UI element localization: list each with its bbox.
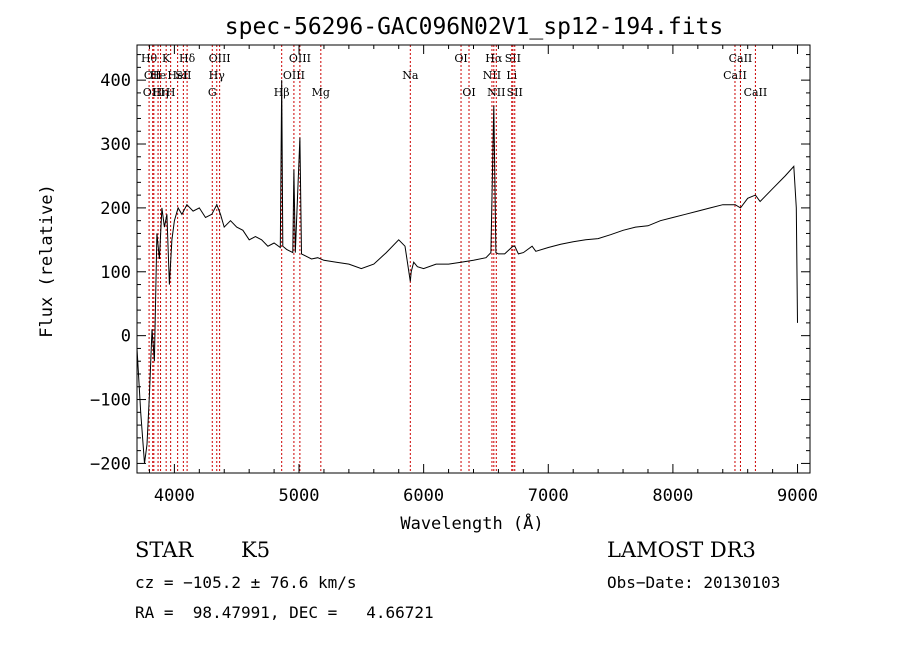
y-tick-label-3: 100: [100, 263, 131, 283]
line-label-19: OI: [462, 86, 475, 99]
line-label-16: Mg: [312, 86, 330, 99]
line-label-20: NII: [483, 69, 501, 82]
line-label-15: OIII: [289, 52, 311, 65]
line-label-28: CaII: [744, 86, 768, 99]
emission-lines-layer: HθOIIOIIIHeHηKHHeISIIHδGHγOIIIHβOIIIOIII…: [141, 45, 767, 473]
y-tick-label-6: 400: [100, 71, 131, 91]
object-class: STAR: [135, 538, 194, 562]
spectrum-series-line: [136, 80, 798, 464]
line-label-27: CaII: [729, 52, 753, 65]
line-label-14: OIII: [283, 69, 305, 82]
line-label-17: Na: [402, 69, 419, 82]
line-label-1: OII: [144, 69, 162, 82]
line-label-5: K: [162, 52, 171, 65]
chart-title: spec-56296-GAC096N02V1_sp12-194.fits: [225, 14, 724, 40]
line-label-26: CaII: [723, 69, 747, 82]
plot-frame: [136, 44, 811, 474]
x-axis-label: Wavelength (Å): [400, 512, 543, 534]
object-subclass: K5: [241, 538, 271, 562]
x-tick-label-4: 8000: [652, 486, 693, 506]
line-label-21: Hα: [485, 52, 503, 65]
line-label-10: G: [208, 86, 217, 99]
y-tick-label-5: 300: [100, 135, 131, 155]
coordinates: RA = 98.47991, DEC = 4.66721: [135, 603, 434, 622]
y-tick-label-4: 200: [100, 199, 131, 219]
x-tick-label-2: 6000: [403, 486, 444, 506]
line-label-6: H: [166, 86, 176, 99]
line-label-24: SII: [505, 52, 521, 65]
y-tick-label-2: 0: [121, 327, 131, 347]
line-label-3: He: [150, 69, 166, 82]
line-label-0: Hθ: [141, 52, 158, 65]
redshift-velocity: cz = −105.2 ± 76.6 km/s: [135, 573, 357, 592]
x-tick-label-5: 9000: [777, 486, 818, 506]
x-tick-label-3: 7000: [528, 486, 569, 506]
line-label-9: Hδ: [179, 52, 196, 65]
line-label-11: Hγ: [209, 69, 226, 82]
line-label-12: OIII: [209, 52, 231, 65]
line-label-23: Li: [506, 69, 517, 82]
survey-label: LAMOST DR3: [607, 538, 756, 562]
observation-date: Obs−Date: 20130103: [607, 573, 781, 592]
line-label-4: Hη: [152, 86, 168, 99]
line-label-8: SII: [175, 69, 191, 82]
y-tick-label-1: −100: [90, 391, 131, 411]
axis-ticks-layer: 4000 5000 6000 7000 8000 9000 −200 −100 0 100 200 3…: [90, 45, 818, 506]
line-label-2: OIII: [143, 86, 165, 99]
x-tick-label-0: 4000: [154, 486, 195, 506]
line-label-22: NII: [487, 86, 505, 99]
y-tick-label-0: −200: [90, 454, 131, 474]
y-axis-label: Flux (relative): [37, 184, 57, 338]
x-tick-label-1: 5000: [279, 486, 320, 506]
line-label-7: HeI: [167, 69, 187, 82]
line-label-18: OI: [454, 52, 467, 65]
line-label-25: SII: [507, 86, 523, 99]
